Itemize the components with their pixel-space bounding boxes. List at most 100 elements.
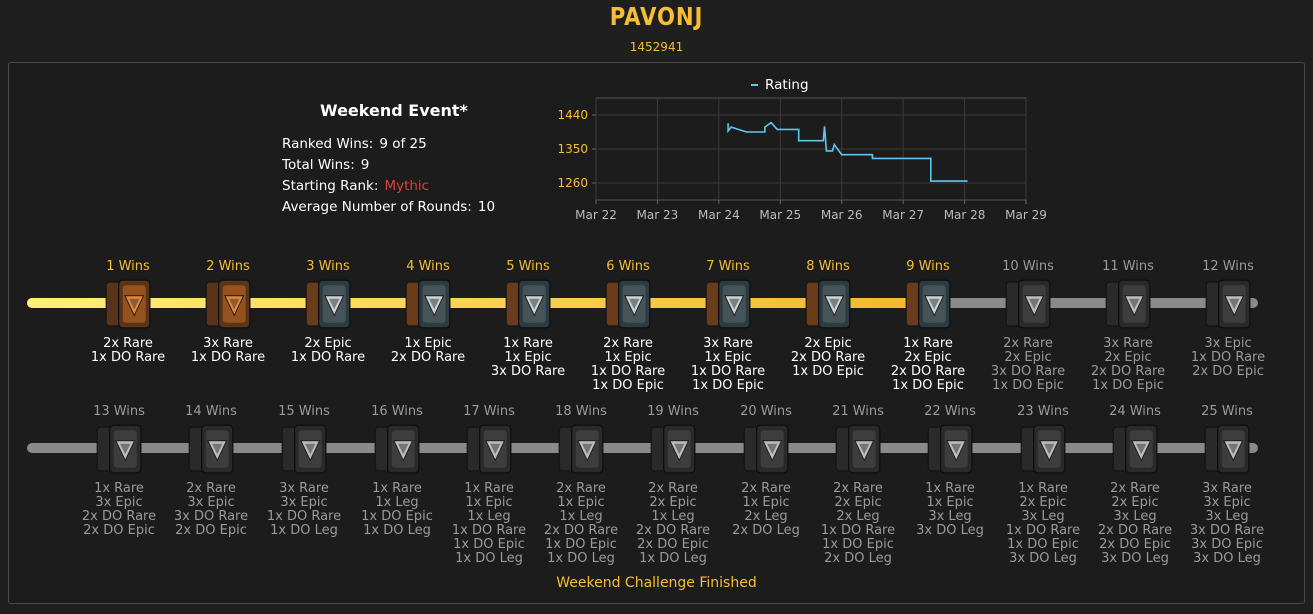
milestone-label: 18 Wins bbox=[555, 404, 607, 419]
reward-line: 2x Epic bbox=[1004, 350, 1052, 365]
reward-line: 3x Rare bbox=[703, 336, 753, 351]
reward-line: 3x DO Epic bbox=[1191, 537, 1263, 552]
milestone-label: 25 Wins bbox=[1201, 404, 1253, 419]
reward-line: 1x DO Epic bbox=[545, 537, 617, 552]
card-pack-icon bbox=[369, 423, 425, 475]
reward-line: 2x DO Epic bbox=[83, 523, 155, 538]
milestone-label: 17 Wins bbox=[463, 404, 515, 419]
reward-line: 3x Rare bbox=[279, 481, 329, 496]
event-title: Weekend Event* bbox=[320, 101, 468, 120]
card-pack-icon bbox=[100, 278, 156, 330]
reward-line: 2x Epic bbox=[834, 495, 882, 510]
reward-line: 1x DO Epic bbox=[1007, 537, 1079, 552]
reward-line: 1x Rare bbox=[372, 481, 422, 496]
stat-label: Starting Rank: bbox=[282, 178, 379, 194]
reward-line: 3x Epic bbox=[1203, 495, 1251, 510]
milestone-rewards: 1x Rare 1x Epic 1x Leg 1x DO Rare 1x DO Epic… bbox=[434, 482, 544, 566]
milestone-label: 24 Wins bbox=[1109, 404, 1161, 419]
reward-line: 1x Rare bbox=[503, 336, 553, 351]
milestone-rewards: 2x Rare 2x Epic 1x Leg 2x DO Rare 2x DO Epic… bbox=[618, 482, 728, 566]
chart-legend-label: Rating bbox=[765, 77, 809, 93]
card-pack-icon bbox=[183, 423, 239, 475]
reward-line: 1x DO Leg bbox=[270, 523, 338, 538]
reward-line: 3x Leg bbox=[1205, 509, 1249, 524]
milestone-label: 21 Wins bbox=[832, 404, 884, 419]
stat-value: 10 bbox=[477, 199, 496, 215]
card-pack-icon bbox=[700, 278, 756, 330]
milestone-label: 3 Wins bbox=[306, 259, 350, 274]
reward-line: 1x Rare bbox=[464, 481, 514, 496]
reward-line: 2x DO Rare bbox=[543, 523, 619, 538]
chart-x-tick-label: Mar 27 bbox=[882, 208, 924, 222]
reward-line: 1x DO Rare bbox=[690, 364, 766, 379]
milestone-rewards: 2x Rare 1x DO Rare bbox=[73, 337, 183, 365]
milestone-label: 1 Wins bbox=[106, 259, 150, 274]
reward-line: 1x DO Epic bbox=[692, 378, 764, 393]
reward-line: 3x Epic bbox=[95, 495, 143, 510]
reward-line: 1x DO Epic bbox=[822, 537, 894, 552]
card-pack-icon bbox=[400, 278, 456, 330]
reward-line: 2x DO Epic bbox=[637, 537, 709, 552]
reward-line: 1x DO Rare bbox=[451, 523, 527, 538]
milestone-rewards: 2x Rare 1x Epic 2x Leg 2x DO Leg bbox=[711, 482, 821, 538]
card-pack-icon bbox=[1200, 278, 1256, 330]
reward-line: 2x Rare bbox=[1003, 336, 1053, 351]
reward-line: 3x DO Leg bbox=[1009, 551, 1077, 566]
card-pack-icon bbox=[1000, 278, 1056, 330]
reward-line: 3x Epic bbox=[187, 495, 235, 510]
reward-line: 1x DO Rare bbox=[266, 509, 342, 524]
reward-line: 3x Epic bbox=[280, 495, 328, 510]
reward-line: 1x DO Epic bbox=[592, 378, 664, 393]
reward-line: 1x Epic bbox=[465, 495, 513, 510]
reward-line: 1x Rare bbox=[903, 336, 953, 351]
card-pack-icon bbox=[1015, 423, 1071, 475]
milestone-label: 15 Wins bbox=[278, 404, 330, 419]
milestone-rewards: 2x Epic 1x DO Rare bbox=[273, 337, 383, 365]
stat-value: 9 of 25 bbox=[379, 136, 427, 152]
card-pack-icon bbox=[300, 278, 356, 330]
card-pack-icon bbox=[830, 423, 886, 475]
milestone-label: 10 Wins bbox=[1002, 259, 1054, 274]
reward-line: 2x Rare bbox=[741, 481, 791, 496]
reward-line: 1x DO Leg bbox=[363, 523, 431, 538]
card-pack-icon bbox=[1107, 423, 1163, 475]
milestone-rewards: 1x Epic 2x DO Rare bbox=[373, 337, 483, 365]
reward-line: 2x Rare bbox=[833, 481, 883, 496]
reward-line: 2x Rare bbox=[648, 481, 698, 496]
stat-label: Average Number of Rounds: bbox=[282, 199, 472, 215]
milestone-rewards: 3x Epic 1x DO Rare 2x DO Epic bbox=[1173, 337, 1283, 379]
reward-line: 1x Leg bbox=[651, 509, 695, 524]
chart-x-tick-label: Mar 26 bbox=[821, 208, 863, 222]
challenge-status: Weekend Challenge Finished bbox=[556, 575, 757, 591]
reward-line: 1x Leg bbox=[559, 509, 603, 524]
chart-y-tick-label: 1350 bbox=[557, 142, 588, 156]
reward-line: 2x Leg bbox=[744, 509, 788, 524]
reward-line: 2x DO Leg bbox=[824, 551, 892, 566]
reward-line: 3x DO Rare bbox=[490, 364, 566, 379]
chart-x-tick-label: Mar 25 bbox=[759, 208, 801, 222]
reward-line: 3x DO Leg bbox=[916, 523, 984, 538]
milestone-rewards: 2x Rare 1x Epic 1x Leg 2x DO Rare 1x DO Epic… bbox=[526, 482, 636, 566]
reward-line: 1x DO Epic bbox=[792, 364, 864, 379]
chart-y-tick-label: 1440 bbox=[557, 108, 588, 122]
card-pack-icon bbox=[276, 423, 332, 475]
milestone-rewards: 3x Rare 3x Epic 1x DO Rare 1x DO Leg bbox=[249, 482, 359, 538]
card-pack-icon bbox=[553, 423, 609, 475]
milestone-rewards: 1x Rare 3x Epic 2x DO Rare 2x DO Epic bbox=[64, 482, 174, 538]
reward-line: 1x Epic bbox=[404, 336, 452, 351]
milestone-rewards: 2x Rare 3x Epic 3x DO Rare 2x DO Epic bbox=[156, 482, 266, 538]
milestone-label: 11 Wins bbox=[1102, 259, 1154, 274]
reward-line: 2x Epic bbox=[904, 350, 952, 365]
card-pack-icon bbox=[200, 278, 256, 330]
milestone-rewards: 2x Rare 1x Epic 1x DO Rare 1x DO Epic bbox=[573, 337, 683, 393]
milestone-label: 8 Wins bbox=[806, 259, 850, 274]
reward-line: 3x Rare bbox=[1202, 481, 1252, 496]
reward-line: 3x Leg bbox=[1113, 509, 1157, 524]
reward-line: 1x DO Leg bbox=[547, 551, 615, 566]
card-pack-icon bbox=[645, 423, 701, 475]
milestone-rewards: 3x Rare 1x Epic 1x DO Rare 1x DO Epic bbox=[673, 337, 783, 393]
milestone-rewards: 3x Rare 1x DO Rare bbox=[173, 337, 283, 365]
reward-line: 2x Leg bbox=[836, 509, 880, 524]
reward-line: 1x Epic bbox=[704, 350, 752, 365]
reward-line: 2x DO Epic bbox=[1099, 537, 1171, 552]
